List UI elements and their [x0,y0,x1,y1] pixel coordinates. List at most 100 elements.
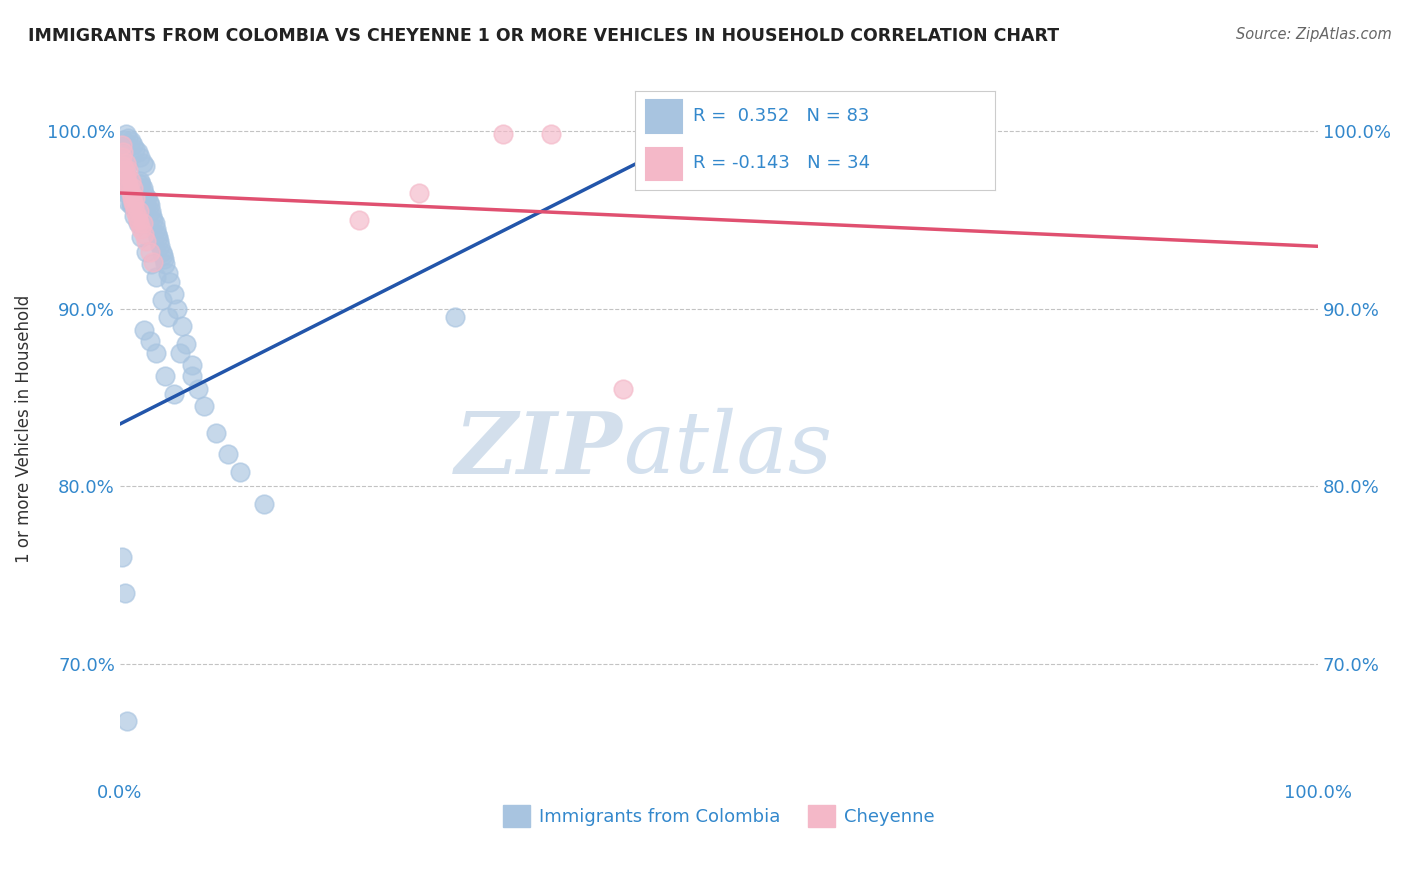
Point [120,173,142,187]
Point [117,177,139,191]
Point [131,230,153,244]
Point [117,162,139,177]
Point [114,168,136,182]
Point [166,301,188,316]
Point [115,714,138,728]
Point [131,180,153,194]
Point [145,269,167,284]
Point [135,198,157,212]
Point [117,131,139,145]
Point [125,209,148,223]
Point [228,465,250,479]
Point [115,168,138,182]
Point [125,189,148,203]
Point [120,135,142,149]
Point [114,128,136,142]
Point [138,194,160,209]
Point [111,550,134,565]
Point [127,212,149,227]
Point [112,159,135,173]
Point [114,159,136,173]
Point [148,234,170,248]
Point [444,310,467,325]
Point [136,191,159,205]
Point [128,216,150,230]
Point [204,425,226,440]
Point [163,387,186,401]
Point [153,252,176,266]
Point [150,293,173,307]
Point [252,497,274,511]
Point [159,275,181,289]
Point [131,221,153,235]
Point [127,216,149,230]
Point [120,186,142,200]
Point [120,194,142,209]
Point [155,369,177,384]
Legend: Immigrants from Colombia, Cheyenne: Immigrants from Colombia, Cheyenne [496,797,942,834]
Point [129,150,152,164]
Point [122,180,145,194]
Point [612,382,634,396]
Point [117,194,139,209]
Point [138,334,160,348]
Point [128,177,150,191]
Point [111,138,134,153]
Point [132,227,155,241]
Point [135,234,157,248]
Point [132,186,155,200]
Point [134,159,156,173]
Point [112,133,135,147]
Y-axis label: 1 or more Vehicles in Household: 1 or more Vehicles in Household [15,294,32,563]
Point [115,173,138,187]
Point [169,346,191,360]
Text: IMMIGRANTS FROM COLOMBIA VS CHEYENNE 1 OR MORE VEHICLES IN HOUSEHOLD CORRELATION: IMMIGRANTS FROM COLOMBIA VS CHEYENNE 1 O… [28,27,1059,45]
Text: atlas: atlas [623,409,832,491]
Point [112,180,135,194]
Point [122,138,145,153]
Point [131,155,153,169]
Point [122,194,145,209]
Point [114,168,136,182]
Point [124,191,146,205]
Point [127,145,149,160]
Point [142,255,165,269]
Point [124,186,146,200]
Point [139,257,162,271]
Point [174,337,197,351]
Point [143,216,166,230]
Point [155,257,177,271]
Point [149,239,172,253]
Point [120,198,142,212]
Point [540,128,562,142]
Point [180,369,202,384]
Point [124,203,146,218]
Point [112,145,135,160]
Point [170,319,193,334]
Point [492,128,515,142]
Point [122,209,145,223]
Point [145,221,167,235]
Point [128,203,150,218]
Point [131,216,153,230]
Point [122,191,145,205]
Point [138,244,160,259]
Point [142,212,165,227]
Point [156,266,179,280]
Point [187,382,209,396]
Point [114,155,136,169]
Point [146,230,169,244]
Point [150,244,173,259]
Point [180,359,202,373]
Point [156,310,179,325]
Point [163,287,186,301]
Point [152,248,174,262]
Point [217,447,239,461]
Point [132,323,155,337]
Point [134,194,156,209]
Point [114,162,136,177]
Point [129,173,152,187]
Point [118,186,141,200]
Point [111,142,134,156]
Text: ZIP: ZIP [456,408,623,491]
